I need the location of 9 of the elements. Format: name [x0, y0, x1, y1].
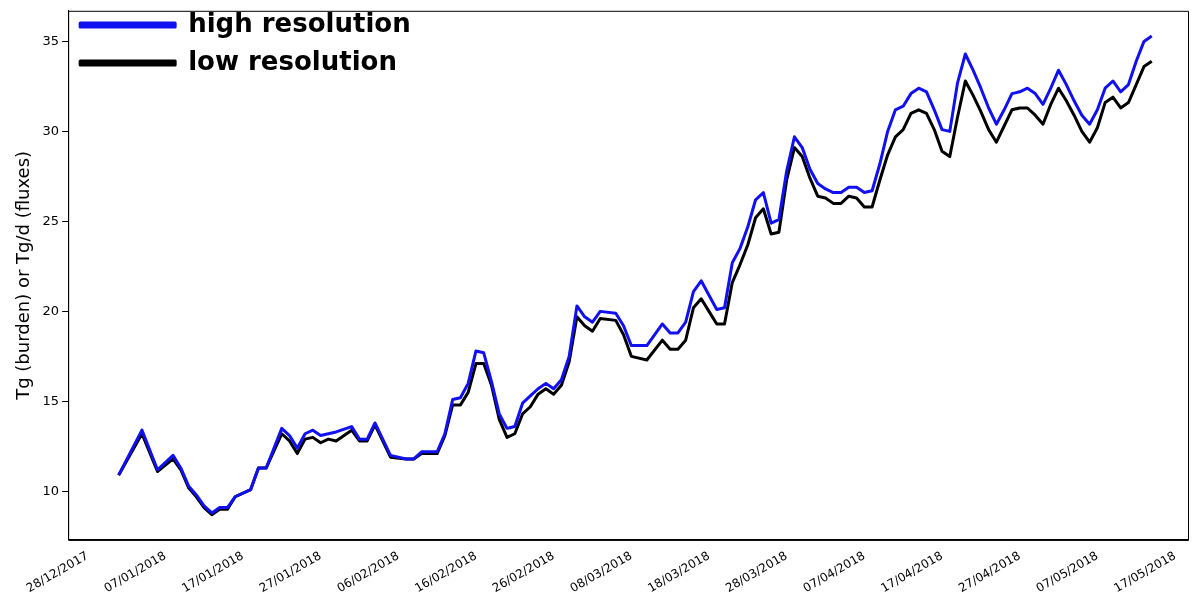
y-tick-label: 35 — [42, 32, 60, 48]
y-tick-label: 30 — [42, 122, 60, 138]
y-tick-label: 25 — [42, 212, 60, 228]
y-axis-title: Tg (burden) or Tg/d (fluxes) — [12, 150, 34, 401]
legend-label: high resolution — [188, 7, 411, 38]
legend-label: low resolution — [188, 45, 397, 76]
y-tick-label: 20 — [42, 302, 60, 318]
y-tick-label: 10 — [42, 482, 60, 498]
y-tick-label: 15 — [42, 392, 60, 408]
